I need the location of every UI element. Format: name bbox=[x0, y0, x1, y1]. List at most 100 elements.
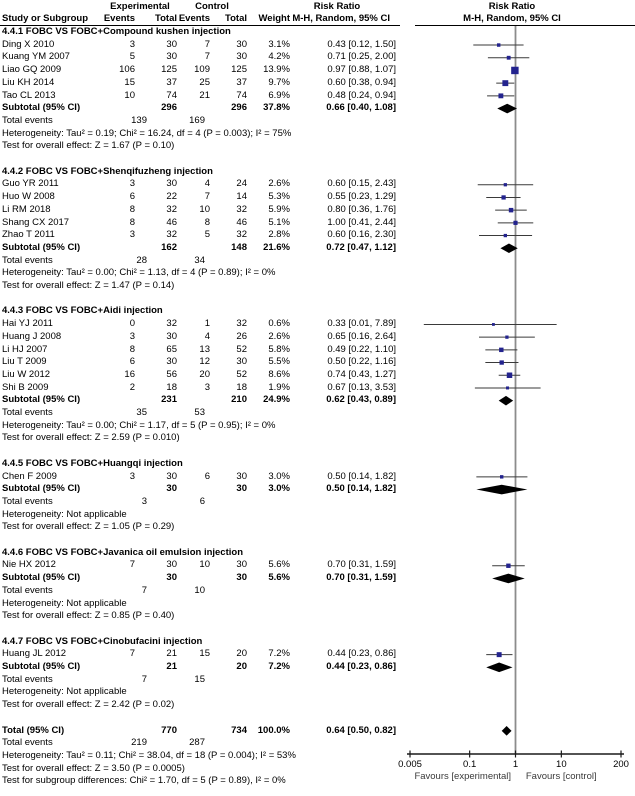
exp-events-value: 3 bbox=[129, 229, 135, 241]
subgroup-title-row: 4.4.1 FOBC VS FOBC+Compound kushen injec… bbox=[0, 26, 635, 39]
weight-value: 24.9% bbox=[263, 394, 290, 406]
exp-total-value: 32 bbox=[166, 318, 177, 330]
study-row: Tao CL 2013 10 74 21 74 6.9% 0.48 [0.24, 0.94] bbox=[0, 90, 635, 103]
study-row: Huang J 2008 3 30 4 26 2.6% 0.65 [0.16, 2.64] bbox=[0, 331, 635, 344]
study-row: Ding X 2010 3 30 7 30 3.1% 0.43 [0.12, 1.50] bbox=[0, 39, 635, 52]
subtotal-row: Subtotal (95% CI) 162 148 21.6% 0.72 [0.47, … bbox=[0, 242, 635, 255]
study-label: Shi B 2009 bbox=[2, 381, 49, 393]
exp-total-value: 162 bbox=[161, 241, 177, 253]
ctrl-events-value: 4 bbox=[204, 178, 210, 190]
total-events-label: Total events bbox=[2, 584, 53, 596]
pooled-label: Total (95% CI) bbox=[2, 724, 65, 736]
total-events-row: Total events 35 53 bbox=[0, 407, 635, 420]
pooled-diamond bbox=[501, 726, 512, 736]
exp-total-value: 37 bbox=[166, 76, 177, 88]
exp-total-value: 30 bbox=[166, 330, 177, 342]
exp-total-value: 21 bbox=[166, 648, 177, 660]
subgroup-difference-note-text: Test for subgroup differences: Chi² = 1.… bbox=[2, 775, 286, 787]
exp-total-value: 21 bbox=[166, 661, 177, 672]
total-events-row: Total events 3 6 bbox=[0, 496, 635, 509]
weight-value: 0.6% bbox=[268, 318, 290, 330]
effect-marker bbox=[502, 80, 509, 87]
pooled-diamond bbox=[476, 484, 528, 495]
subgroup-title-row: 4.4.7 FOBC VS FOBC+Cinobufacini injectio… bbox=[0, 636, 635, 649]
favours-experimental-label: Favours [experimental] bbox=[414, 771, 512, 782]
ctrl-total-value: 14 bbox=[236, 191, 247, 203]
risk-ratio-ci-value: 0.80 [0.36, 1.76] bbox=[327, 203, 396, 215]
exp-events-value: 8 bbox=[129, 203, 135, 215]
control-group-header: Control bbox=[195, 1, 229, 12]
total-events-row: Total events 219 287 bbox=[0, 737, 635, 750]
exp-total-value: 30 bbox=[166, 38, 177, 50]
weight-value: 8.6% bbox=[268, 368, 290, 380]
weight-value: 5.6% bbox=[268, 572, 290, 584]
study-label: Shang CX 2017 bbox=[2, 216, 70, 228]
exp-total-value: 32 bbox=[166, 229, 177, 241]
experimental-group-header: Experimental bbox=[110, 1, 170, 12]
heterogeneity-note-text: Heterogeneity: Not applicable bbox=[2, 508, 127, 520]
exp-events-value: 6 bbox=[129, 356, 135, 368]
exp-events-value: 16 bbox=[124, 368, 135, 380]
risk-ratio-ci-value: 0.97 [0.88, 1.07] bbox=[327, 64, 396, 76]
total-events-label: Total events bbox=[2, 254, 53, 266]
study-row: Kuang YM 2007 5 30 7 30 4.2% 0.71 [0.25, 2.00] bbox=[0, 51, 635, 64]
study-label: Kuang YM 2007 bbox=[2, 51, 70, 63]
total-events-label: Total events bbox=[2, 737, 53, 749]
heterogeneity-note-text: Heterogeneity: Not applicable bbox=[2, 686, 127, 698]
weight-value: 21.6% bbox=[263, 241, 290, 253]
study-column-header: Study or Subgroup bbox=[2, 13, 89, 24]
study-label: Li RM 2018 bbox=[2, 203, 51, 215]
overall-effect-note: Test for overall effect: Z = 2.42 (P = 0… bbox=[0, 699, 635, 712]
total-events-row: Total events 28 34 bbox=[0, 255, 635, 268]
exp-events-sum: 3 bbox=[141, 495, 147, 507]
exp-total-value: 22 bbox=[166, 191, 177, 203]
ctrl-total-column-header: Total bbox=[225, 13, 247, 24]
weight-value: 5.8% bbox=[268, 343, 290, 355]
risk-ratio-header-right: Risk Ratio bbox=[488, 1, 536, 12]
study-row: Huang JL 2012 7 21 15 20 7.2% 0.44 [0.23, 0.86… bbox=[0, 648, 635, 661]
risk-ratio-ci-value: 0.67 [0.13, 3.53] bbox=[327, 381, 396, 393]
axis-tick-label: 0.005 bbox=[398, 759, 422, 770]
exp-events-value: 10 bbox=[124, 89, 135, 101]
ctrl-total-value: 52 bbox=[236, 343, 247, 355]
overall-effect-note-text: Test for overall effect: Z = 1.47 (P = 0… bbox=[2, 280, 175, 291]
exp-total-value: 32 bbox=[166, 203, 177, 215]
study-row: Zhao T 2011 3 32 5 32 2.8% 0.60 [0.16, 2.30] bbox=[0, 229, 635, 242]
overall-effect-note: Test for overall effect: Z = 0.85 (P = 0… bbox=[0, 610, 635, 623]
study-label: Hai YJ 2011 bbox=[2, 318, 53, 330]
ctrl-total-value: 74 bbox=[236, 89, 247, 101]
exp-total-value: 46 bbox=[166, 216, 177, 228]
exp-events-value: 7 bbox=[129, 559, 135, 571]
ctrl-events-value: 109 bbox=[194, 64, 210, 76]
study-row: Huo W 2008 6 22 7 14 5.3% 0.55 [0.23, 1.29] bbox=[0, 191, 635, 204]
weight-value: 37.8% bbox=[263, 102, 290, 114]
weight-value: 13.9% bbox=[263, 64, 290, 76]
pooled-label: Subtotal (95% CI) bbox=[2, 661, 81, 672]
exp-events-sum: 7 bbox=[141, 673, 147, 685]
subgroup-title: 4.4.3 FOBC VS FOBC+Aidi injection bbox=[2, 305, 163, 317]
study-label: Huo W 2008 bbox=[2, 191, 55, 203]
effect-marker bbox=[503, 183, 507, 187]
risk-ratio-ci-value: 0.65 [0.16, 2.64] bbox=[327, 330, 396, 342]
effect-marker bbox=[499, 360, 504, 365]
effect-marker bbox=[503, 233, 507, 238]
overall-effect-note-text: Test for overall effect: Z = 2.59 (P = 0… bbox=[2, 432, 180, 444]
exp-total-value: 296 bbox=[161, 102, 177, 114]
exp-events-value: 15 bbox=[124, 76, 135, 88]
ctrl-events-value: 6 bbox=[204, 470, 210, 482]
axis-tick-label: 0.1 bbox=[463, 759, 477, 770]
exp-total-value: 74 bbox=[166, 89, 177, 101]
effect-marker bbox=[498, 93, 504, 99]
exp-total-value: 30 bbox=[166, 178, 177, 190]
weight-value: 3.1% bbox=[268, 38, 290, 50]
axis-tick-label: 10 bbox=[556, 759, 567, 770]
total-events-label: Total events bbox=[2, 673, 53, 685]
ctrl-events-value: 21 bbox=[199, 89, 210, 101]
weight-value: 4.2% bbox=[268, 51, 290, 63]
study-row: Liao GQ 2009 106 125 109 125 13.9% 0.97 [0.88,… bbox=[0, 64, 635, 77]
total-events-label: Total events bbox=[2, 495, 53, 507]
study-label: Li HJ 2007 bbox=[2, 343, 48, 355]
exp-events-value: 3 bbox=[129, 178, 135, 190]
ctrl-total-value: 26 bbox=[236, 330, 247, 342]
subtotal-row: Subtotal (95% CI) 21 20 7.2% 0.44 [0.23, 0.8… bbox=[0, 661, 635, 674]
